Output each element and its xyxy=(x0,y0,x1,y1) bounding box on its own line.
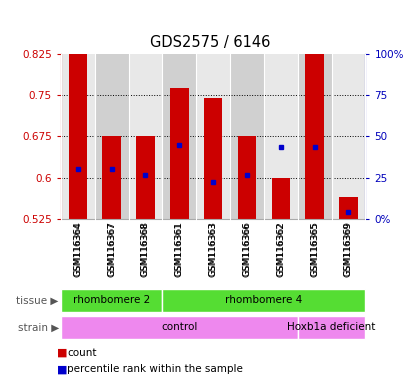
Bar xyxy=(102,136,121,219)
Bar xyxy=(170,88,189,219)
Text: rhombomere 2: rhombomere 2 xyxy=(73,295,150,306)
Text: percentile rank within the sample: percentile rank within the sample xyxy=(67,364,243,374)
Text: GSM116366: GSM116366 xyxy=(242,222,252,277)
Text: GSM116363: GSM116363 xyxy=(209,221,218,276)
Bar xyxy=(204,98,223,219)
Text: count: count xyxy=(67,348,97,358)
Text: GSM116362: GSM116362 xyxy=(276,221,285,276)
Text: tissue ▶: tissue ▶ xyxy=(16,295,59,306)
Text: ■: ■ xyxy=(57,364,67,374)
Bar xyxy=(339,197,358,219)
Bar xyxy=(305,54,324,219)
Text: ■: ■ xyxy=(57,348,67,358)
Text: GSM116368: GSM116368 xyxy=(141,221,150,276)
Bar xyxy=(61,316,298,339)
Text: Hoxb1a deficient: Hoxb1a deficient xyxy=(287,322,376,333)
Bar xyxy=(68,54,87,219)
Text: GSM116369: GSM116369 xyxy=(344,221,353,276)
Text: GSM116362: GSM116362 xyxy=(276,222,285,277)
Bar xyxy=(264,54,298,219)
Bar xyxy=(238,136,256,219)
Bar xyxy=(61,54,95,219)
Bar xyxy=(298,316,365,339)
Bar xyxy=(95,54,129,219)
Text: GSM116365: GSM116365 xyxy=(310,221,319,276)
Text: GSM116364: GSM116364 xyxy=(74,221,82,276)
Text: GSM116366: GSM116366 xyxy=(242,221,252,276)
Text: GDS2575 / 6146: GDS2575 / 6146 xyxy=(150,35,270,50)
Text: GSM116369: GSM116369 xyxy=(344,222,353,277)
Bar xyxy=(129,54,163,219)
Text: rhombomere 4: rhombomere 4 xyxy=(225,295,302,306)
Text: GSM116363: GSM116363 xyxy=(209,222,218,277)
Bar xyxy=(230,54,264,219)
Text: GSM116367: GSM116367 xyxy=(107,221,116,276)
Text: strain ▶: strain ▶ xyxy=(18,322,59,333)
Text: GSM116361: GSM116361 xyxy=(175,221,184,276)
Bar xyxy=(196,54,230,219)
Bar xyxy=(298,54,331,219)
Text: GSM116367: GSM116367 xyxy=(107,222,116,277)
Bar xyxy=(331,54,365,219)
Bar xyxy=(271,178,290,219)
Text: GSM116365: GSM116365 xyxy=(310,222,319,277)
Bar xyxy=(61,289,163,312)
Bar xyxy=(163,289,365,312)
Bar xyxy=(136,136,155,219)
Text: control: control xyxy=(161,322,197,333)
Bar xyxy=(163,54,196,219)
Text: GSM116364: GSM116364 xyxy=(74,222,82,277)
Text: GSM116368: GSM116368 xyxy=(141,222,150,277)
Text: GSM116361: GSM116361 xyxy=(175,222,184,277)
